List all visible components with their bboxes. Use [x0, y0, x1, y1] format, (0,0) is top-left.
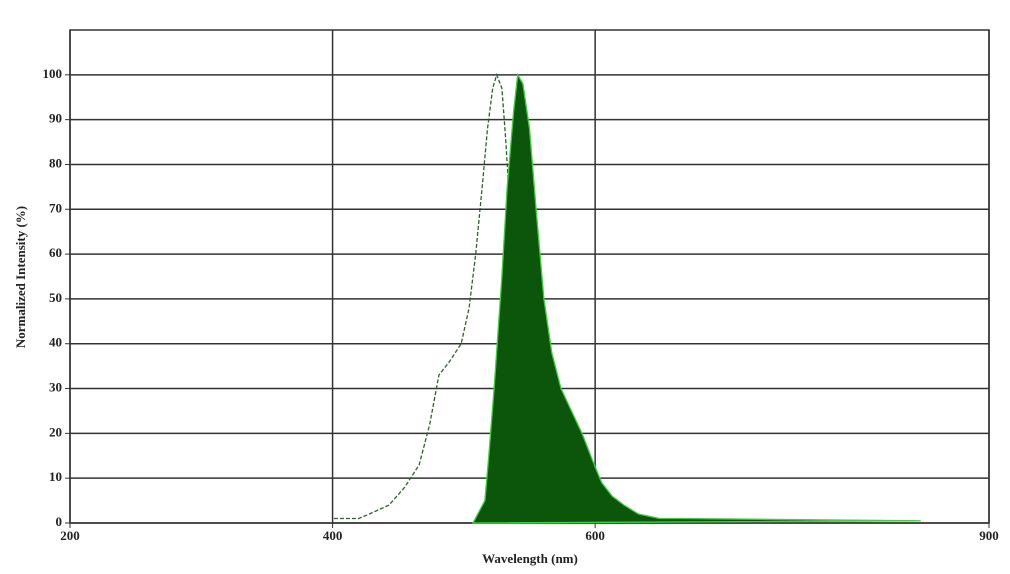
x-tick-label: 200: [60, 528, 80, 543]
y-tick-label: 70: [49, 200, 62, 215]
x-tick-label: 900: [979, 528, 999, 543]
y-tick-label: 60: [49, 245, 62, 260]
y-tick-label: 50: [49, 290, 62, 305]
y-tick-label: 30: [49, 380, 62, 395]
x-axis-label: Wavelength (nm): [482, 551, 578, 566]
y-tick-label: 0: [56, 514, 63, 529]
y-tick-label: 10: [49, 469, 62, 484]
emission-area: [471, 72, 921, 524]
y-tick-label: 80: [49, 155, 62, 170]
y-tick-label: 100: [43, 66, 63, 81]
y-tick-label: 90: [49, 111, 62, 126]
y-tick-label: 40: [49, 335, 62, 350]
y-tick-label: 20: [49, 424, 62, 439]
x-tick-label: 600: [585, 528, 605, 543]
x-tick-label: 400: [323, 528, 343, 543]
y-axis-label: Normalized Intensity (%): [13, 206, 28, 348]
